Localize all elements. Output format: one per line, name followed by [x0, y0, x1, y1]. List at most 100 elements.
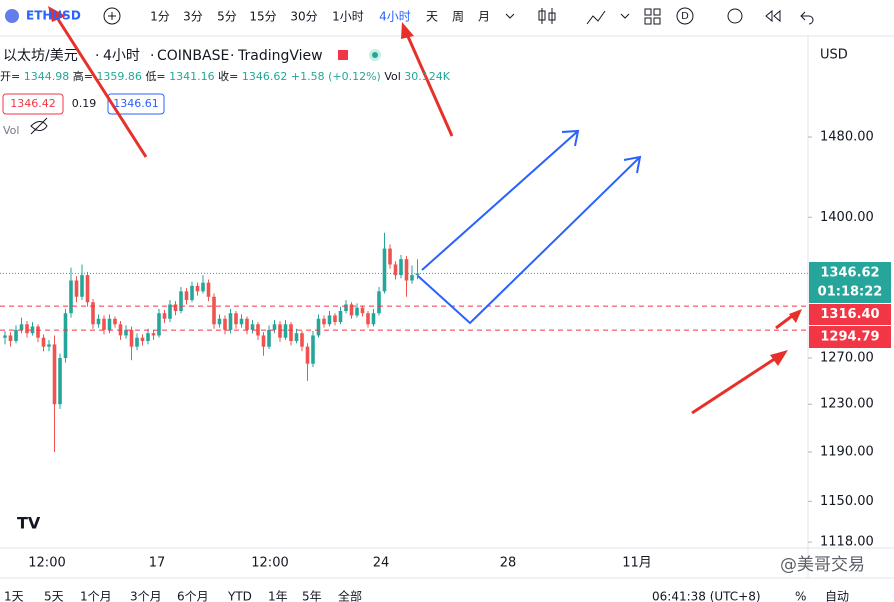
candle-body: [344, 304, 348, 312]
legend-exchange: COINBASE: [157, 48, 229, 64]
price-label-box: [809, 304, 891, 325]
interval-button[interactable]: 30分: [290, 10, 317, 24]
ohlc-label: 收=: [218, 69, 238, 83]
y-tick-label: 1118.00: [820, 535, 874, 550]
flag-icon[interactable]: [338, 50, 348, 60]
range-button[interactable]: 1天: [4, 590, 24, 602]
candle-body: [206, 282, 211, 297]
candle-body: [234, 313, 238, 325]
candle-body: [267, 329, 271, 347]
vol-label: Vol: [384, 70, 400, 83]
ohlc-value: 1341.16: [169, 70, 215, 83]
interval-button[interactable]: 周: [452, 10, 464, 24]
range-button[interactable]: 全部: [338, 589, 362, 602]
y-tick-label: 1270.00: [820, 351, 874, 366]
ohlc-label: 高=: [73, 69, 93, 83]
percent-toggle[interactable]: %: [795, 590, 806, 602]
candle-body: [272, 324, 277, 330]
y-tick-label: 1190.00: [820, 444, 874, 459]
y-tick-label: 1150.00: [820, 494, 874, 509]
candle-body: [140, 337, 145, 342]
candle-body: [360, 307, 365, 314]
candle-body: [80, 275, 84, 297]
candle-body: [19, 324, 24, 330]
candle-body: [278, 324, 282, 338]
candle-body: [217, 318, 222, 325]
bid-box[interactable]: [2, 93, 64, 115]
symbol[interactable]: ETHUSD: [26, 9, 81, 23]
price-label-box: [809, 262, 891, 303]
x-tick-label: 11月: [622, 556, 652, 571]
candle-body: [30, 326, 35, 334]
range-button[interactable]: 6个月: [177, 590, 209, 602]
candle-body: [63, 313, 68, 359]
candle-body: [85, 275, 90, 303]
hide-eye-icon[interactable]: [30, 117, 48, 135]
candle-body: [135, 337, 139, 347]
interval-button[interactable]: 1分: [150, 10, 170, 24]
bid[interactable]: 1346.42: [10, 97, 56, 110]
candle-body: [52, 344, 57, 405]
ohlc-label: 低=: [145, 70, 165, 83]
ohlc-row: 开= 1344.98 高= 1359.86 低= 1341.16 收= 1346…: [0, 69, 451, 83]
currency[interactable]: USD: [820, 48, 848, 63]
add-symbol-button[interactable]: [103, 7, 121, 25]
change: +1.58 (+0.12%): [291, 70, 381, 83]
eth-icon: [5, 9, 19, 23]
candle-body: [36, 326, 40, 338]
x-tick-label: 17: [149, 556, 166, 571]
interval-button[interactable]: 3分: [183, 10, 203, 24]
range-button[interactable]: 3个月: [130, 590, 162, 602]
range-button[interactable]: 1个月: [80, 590, 112, 602]
candle-body: [305, 346, 310, 364]
candle-body: [245, 318, 249, 330]
candle-body: [333, 315, 337, 323]
candle-body: [129, 329, 134, 347]
range-button[interactable]: YTD: [227, 590, 252, 602]
interval-dropdown[interactable]: [505, 13, 515, 19]
interval-button[interactable]: 5分: [217, 10, 237, 24]
toolbar-icons[interactable]: [538, 7, 814, 25]
interval-button[interactable]: 15分: [249, 10, 276, 24]
candle-body: [338, 311, 343, 323]
red-annotation-arrows: [48, 6, 802, 415]
y-tick-label: 1230.00: [820, 397, 874, 412]
candle-body: [283, 324, 288, 338]
watermark: @美哥交易: [780, 555, 865, 575]
y-tick-label: 1480.00: [820, 129, 874, 144]
separator-dot: ·: [230, 48, 234, 64]
range-button[interactable]: 1年: [268, 590, 288, 602]
interval-button[interactable]: 天: [426, 10, 438, 24]
ask-box[interactable]: [107, 93, 165, 115]
ohlc-value: 1359.86: [96, 70, 142, 83]
range-button[interactable]: 5年: [302, 590, 322, 602]
clock: 06:41:38 (UTC+8): [652, 590, 761, 602]
spread: 0.19: [72, 97, 97, 110]
candle-body: [388, 248, 392, 265]
candle-body: [151, 333, 156, 336]
interval-button[interactable]: 4小时: [379, 10, 411, 24]
candle-body: [168, 304, 172, 319]
auto-toggle[interactable]: 自动: [825, 590, 849, 602]
candle-body: [179, 291, 183, 312]
range-button[interactable]: 5天: [44, 590, 64, 602]
interval-button[interactable]: 1小时: [332, 10, 364, 24]
candle-body: [393, 264, 398, 276]
tv-logo: TV: [17, 514, 41, 533]
candle-body: [256, 324, 260, 336]
candle-body: [195, 285, 200, 292]
candle-body: [349, 304, 354, 316]
candle-body: [157, 313, 161, 336]
interval-button[interactable]: 月: [478, 10, 490, 24]
candle-body: [355, 307, 359, 316]
ask[interactable]: 1346.61: [113, 97, 159, 110]
candle-body: [377, 291, 381, 314]
candle-body: [69, 280, 73, 314]
candle-body: [8, 335, 13, 342]
candle-body: [190, 285, 194, 301]
candle-body: [113, 318, 117, 325]
candle-body: [14, 329, 18, 342]
candle-body: [173, 304, 178, 312]
x-tick-label: 24: [373, 556, 390, 571]
blue-projection-arrows: [417, 129, 642, 325]
